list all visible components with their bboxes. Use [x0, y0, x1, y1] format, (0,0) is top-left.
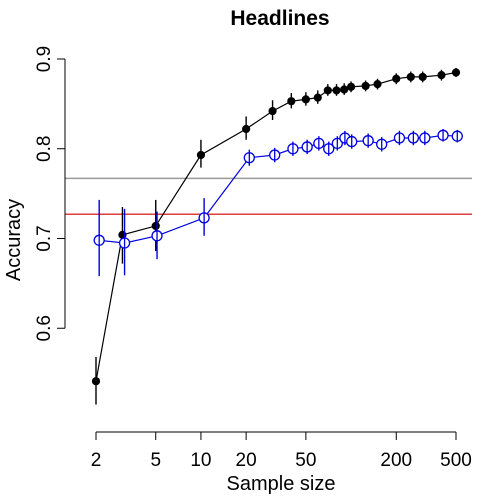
- data-point: [346, 82, 356, 91]
- data-point: [392, 74, 401, 83]
- data-point: [301, 95, 310, 104]
- data-point: [242, 124, 251, 134]
- data-point: [323, 86, 332, 95]
- reference-lines: [65, 177, 472, 216]
- data-point: [361, 81, 370, 91]
- data-point: [287, 97, 296, 106]
- series-1: [91, 67, 461, 405]
- series-layer: [91, 67, 463, 405]
- chart-title: Headlines: [230, 7, 329, 30]
- x-tick-label: 500: [440, 450, 472, 471]
- y-tick-label: 0.6: [34, 315, 55, 341]
- data-point: [313, 93, 322, 102]
- data-point: [268, 106, 277, 116]
- y-axis: 0.6 0.7 0.8 0.9: [34, 46, 66, 341]
- y-tick-label: 0.8: [34, 136, 55, 162]
- data-point: [437, 71, 446, 80]
- x-tick-label: 10: [190, 450, 211, 471]
- series-line: [95, 71, 457, 382]
- data-point: [91, 377, 101, 386]
- data-point: [451, 68, 461, 77]
- x-axis-label: Sample size: [227, 473, 336, 495]
- y-tick-label: 0.7: [34, 225, 55, 251]
- y-axis-label: Accuracy: [3, 199, 25, 281]
- data-point: [332, 86, 341, 95]
- x-tick-label: 50: [295, 450, 316, 471]
- x-tick-label: 200: [380, 450, 412, 471]
- x-tick-label: 2: [91, 450, 102, 471]
- y-tick-label: 0.9: [34, 46, 55, 72]
- x-tick-label: 5: [150, 450, 161, 471]
- x-axis: 2 5 10 20 50 200 500: [91, 431, 472, 471]
- x-tick-label: 20: [236, 450, 257, 471]
- data-point: [151, 221, 160, 231]
- data-point: [406, 72, 415, 82]
- series-2: [93, 129, 463, 277]
- data-point: [340, 85, 349, 94]
- data-point: [196, 150, 206, 160]
- data-point: [418, 72, 427, 82]
- data-point: [373, 80, 382, 89]
